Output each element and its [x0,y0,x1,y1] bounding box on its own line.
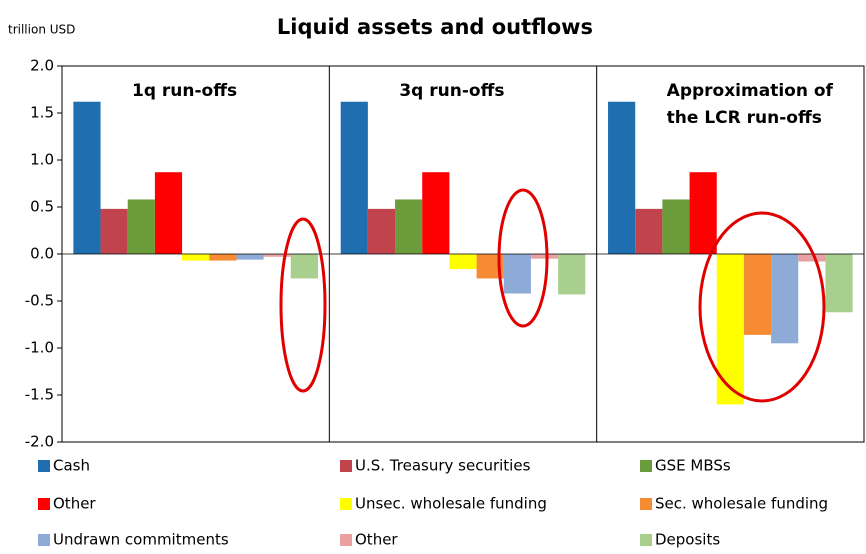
y-tick-label: -1.0 [25,339,54,357]
panel-title: 3q run-offs [399,81,505,101]
bar [209,254,237,261]
legend-swatch [640,498,652,510]
y-tick-label: -2.0 [25,433,54,451]
bar [422,172,450,254]
panel-title-box: Approximation of the LCR run-offs [666,81,833,128]
bar [743,254,772,335]
y-tick-label: 2.0 [30,57,54,75]
panel-title: 1q run-offs [132,81,238,101]
highlight-ellipse [497,188,549,328]
legend-label: GSE MBSs [655,457,731,475]
bar [236,254,264,260]
bar [154,172,183,254]
legend-swatch [38,460,50,472]
legend-label: Other [355,531,398,549]
plot-frame [61,65,865,443]
bar [716,254,744,405]
legend-label: Unsec. wholesale funding [355,495,547,513]
legend-swatch [38,534,50,546]
y-tick-label: 0.0 [30,245,54,263]
bar [340,101,368,254]
highlight-ellipse [279,217,327,393]
legend-swatch [640,460,652,472]
bar [662,199,690,254]
bar [449,254,477,270]
legend-swatch [340,498,352,510]
bar [771,254,799,344]
bar [290,254,318,279]
bar [608,101,636,254]
bar [100,208,128,254]
bar [73,101,101,254]
legend-label: U.S. Treasury securities [355,457,531,475]
chart-title: Liquid assets and outflows [277,15,593,39]
panel-title: Approximation of the LCR run-offs [666,81,833,128]
bar [182,254,210,261]
bar [798,254,826,262]
bar [263,254,291,257]
highlight-ellipse [698,211,826,403]
y-tick-label: 1.0 [30,151,54,169]
legend-label: Sec. wholesale funding [655,495,828,513]
y-tick-label: -1.5 [25,386,54,404]
legend-label: Cash [53,457,90,475]
bar [395,199,423,254]
legend-swatch [340,460,352,472]
y-tick-label: 0.5 [30,198,54,216]
panel-title-box: 3q run-offs [399,81,505,101]
bar [635,208,663,254]
y-tick-label: -0.5 [25,292,54,310]
panel-title-box: 1q run-offs [132,81,238,101]
bar [689,172,717,254]
legend-swatch [340,534,352,546]
bar [825,254,853,313]
y-axis-label: trillion USD [8,23,75,37]
bar [367,208,396,254]
bar [503,254,531,294]
legend-swatch [640,534,652,546]
legend-label: Undrawn commitments [53,531,229,549]
legend-label: Deposits [655,531,720,549]
bar [530,254,559,259]
bar [558,254,586,295]
bar [127,199,155,254]
y-tick-label: 1.5 [30,104,54,122]
legend-swatch [38,498,50,510]
legend-label: Other [53,495,96,513]
